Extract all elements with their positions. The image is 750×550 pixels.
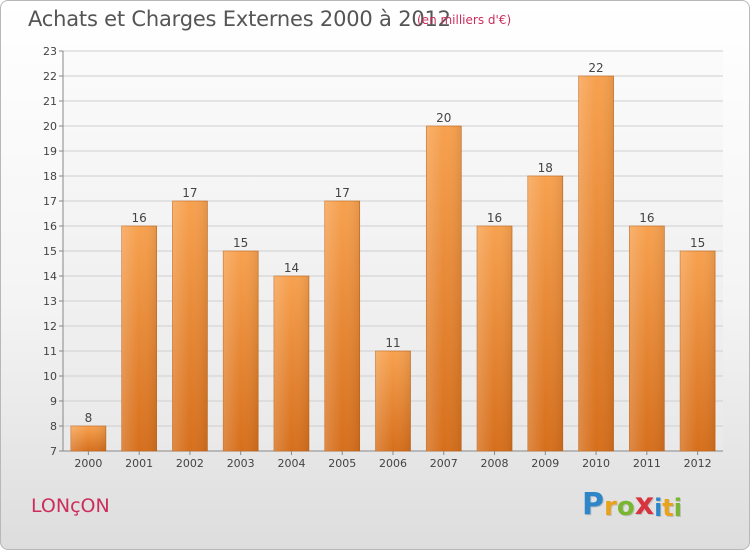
- y-tick-label: 23: [43, 45, 57, 58]
- y-tick-label: 15: [43, 245, 57, 258]
- x-tick-label: 2006: [379, 457, 407, 470]
- y-tick-label: 12: [43, 320, 57, 333]
- bar-shade: [680, 251, 716, 451]
- y-tick-label: 22: [43, 70, 57, 83]
- value-label: 17: [182, 186, 197, 200]
- value-label: 16: [132, 211, 147, 225]
- x-tick-label: 2010: [582, 457, 610, 470]
- value-label: 18: [538, 161, 553, 175]
- commune-name: LONçON: [31, 495, 110, 517]
- y-tick-label: 10: [43, 370, 57, 383]
- bar-shade: [324, 201, 360, 451]
- logo-letter: i: [673, 494, 683, 522]
- value-label: 16: [639, 211, 654, 225]
- logo-letter: i: [654, 494, 663, 522]
- x-tick-label: 2001: [125, 457, 153, 470]
- bar-shade: [70, 426, 106, 451]
- bar-shade: [121, 226, 157, 451]
- y-tick-label: 9: [50, 395, 57, 408]
- x-tick-label: 2005: [328, 457, 356, 470]
- value-label: 15: [690, 236, 705, 250]
- bar-shade: [527, 176, 563, 451]
- y-tick-label: 17: [43, 195, 57, 208]
- value-label: 14: [284, 261, 299, 275]
- logo-letter: o: [616, 492, 635, 522]
- logo-letter: r: [604, 492, 617, 522]
- x-tick-label: 2003: [227, 457, 255, 470]
- bar-shade: [375, 351, 411, 451]
- y-tick-label: 8: [50, 420, 57, 433]
- bar-shade: [172, 201, 208, 451]
- chart-title: Achats et Charges Externes 2000 à 2012: [28, 7, 451, 31]
- bar-shade: [223, 251, 259, 451]
- y-tick-label: 14: [43, 270, 57, 283]
- logo-letter: t: [662, 494, 674, 522]
- x-tick-label: 2007: [430, 457, 458, 470]
- chart-unit-note: (en milliers d'€): [417, 13, 512, 27]
- logo-letter: x: [634, 487, 655, 522]
- value-label: 22: [588, 61, 603, 75]
- y-tick-label: 21: [43, 95, 57, 108]
- x-tick-label: 2011: [633, 457, 661, 470]
- y-tick-label: 18: [43, 170, 57, 183]
- bar-shade: [477, 226, 513, 451]
- y-tick-label: 11: [43, 345, 57, 358]
- y-tick-label: 16: [43, 220, 57, 233]
- value-label: 17: [335, 186, 350, 200]
- x-tick-label: 2002: [176, 457, 204, 470]
- y-tick-label: 7: [50, 445, 57, 458]
- x-tick-label: 2004: [277, 457, 305, 470]
- logo-letter: P: [582, 487, 604, 522]
- value-label: 8: [85, 411, 93, 425]
- x-tick-label: 2009: [531, 457, 559, 470]
- y-tick-label: 20: [43, 120, 57, 133]
- x-tick-label: 2000: [74, 457, 102, 470]
- x-tick-label: 2008: [481, 457, 509, 470]
- bar-shade: [629, 226, 665, 451]
- bar-shade: [273, 276, 309, 451]
- value-label: 15: [233, 236, 248, 250]
- y-tick-label: 19: [43, 145, 57, 158]
- y-tick-label: 13: [43, 295, 57, 308]
- value-label: 16: [487, 211, 502, 225]
- x-tick-label: 2012: [684, 457, 712, 470]
- value-label: 20: [436, 111, 451, 125]
- value-label: 11: [385, 336, 400, 350]
- bar-shade: [578, 76, 614, 451]
- bar-shade: [426, 126, 462, 451]
